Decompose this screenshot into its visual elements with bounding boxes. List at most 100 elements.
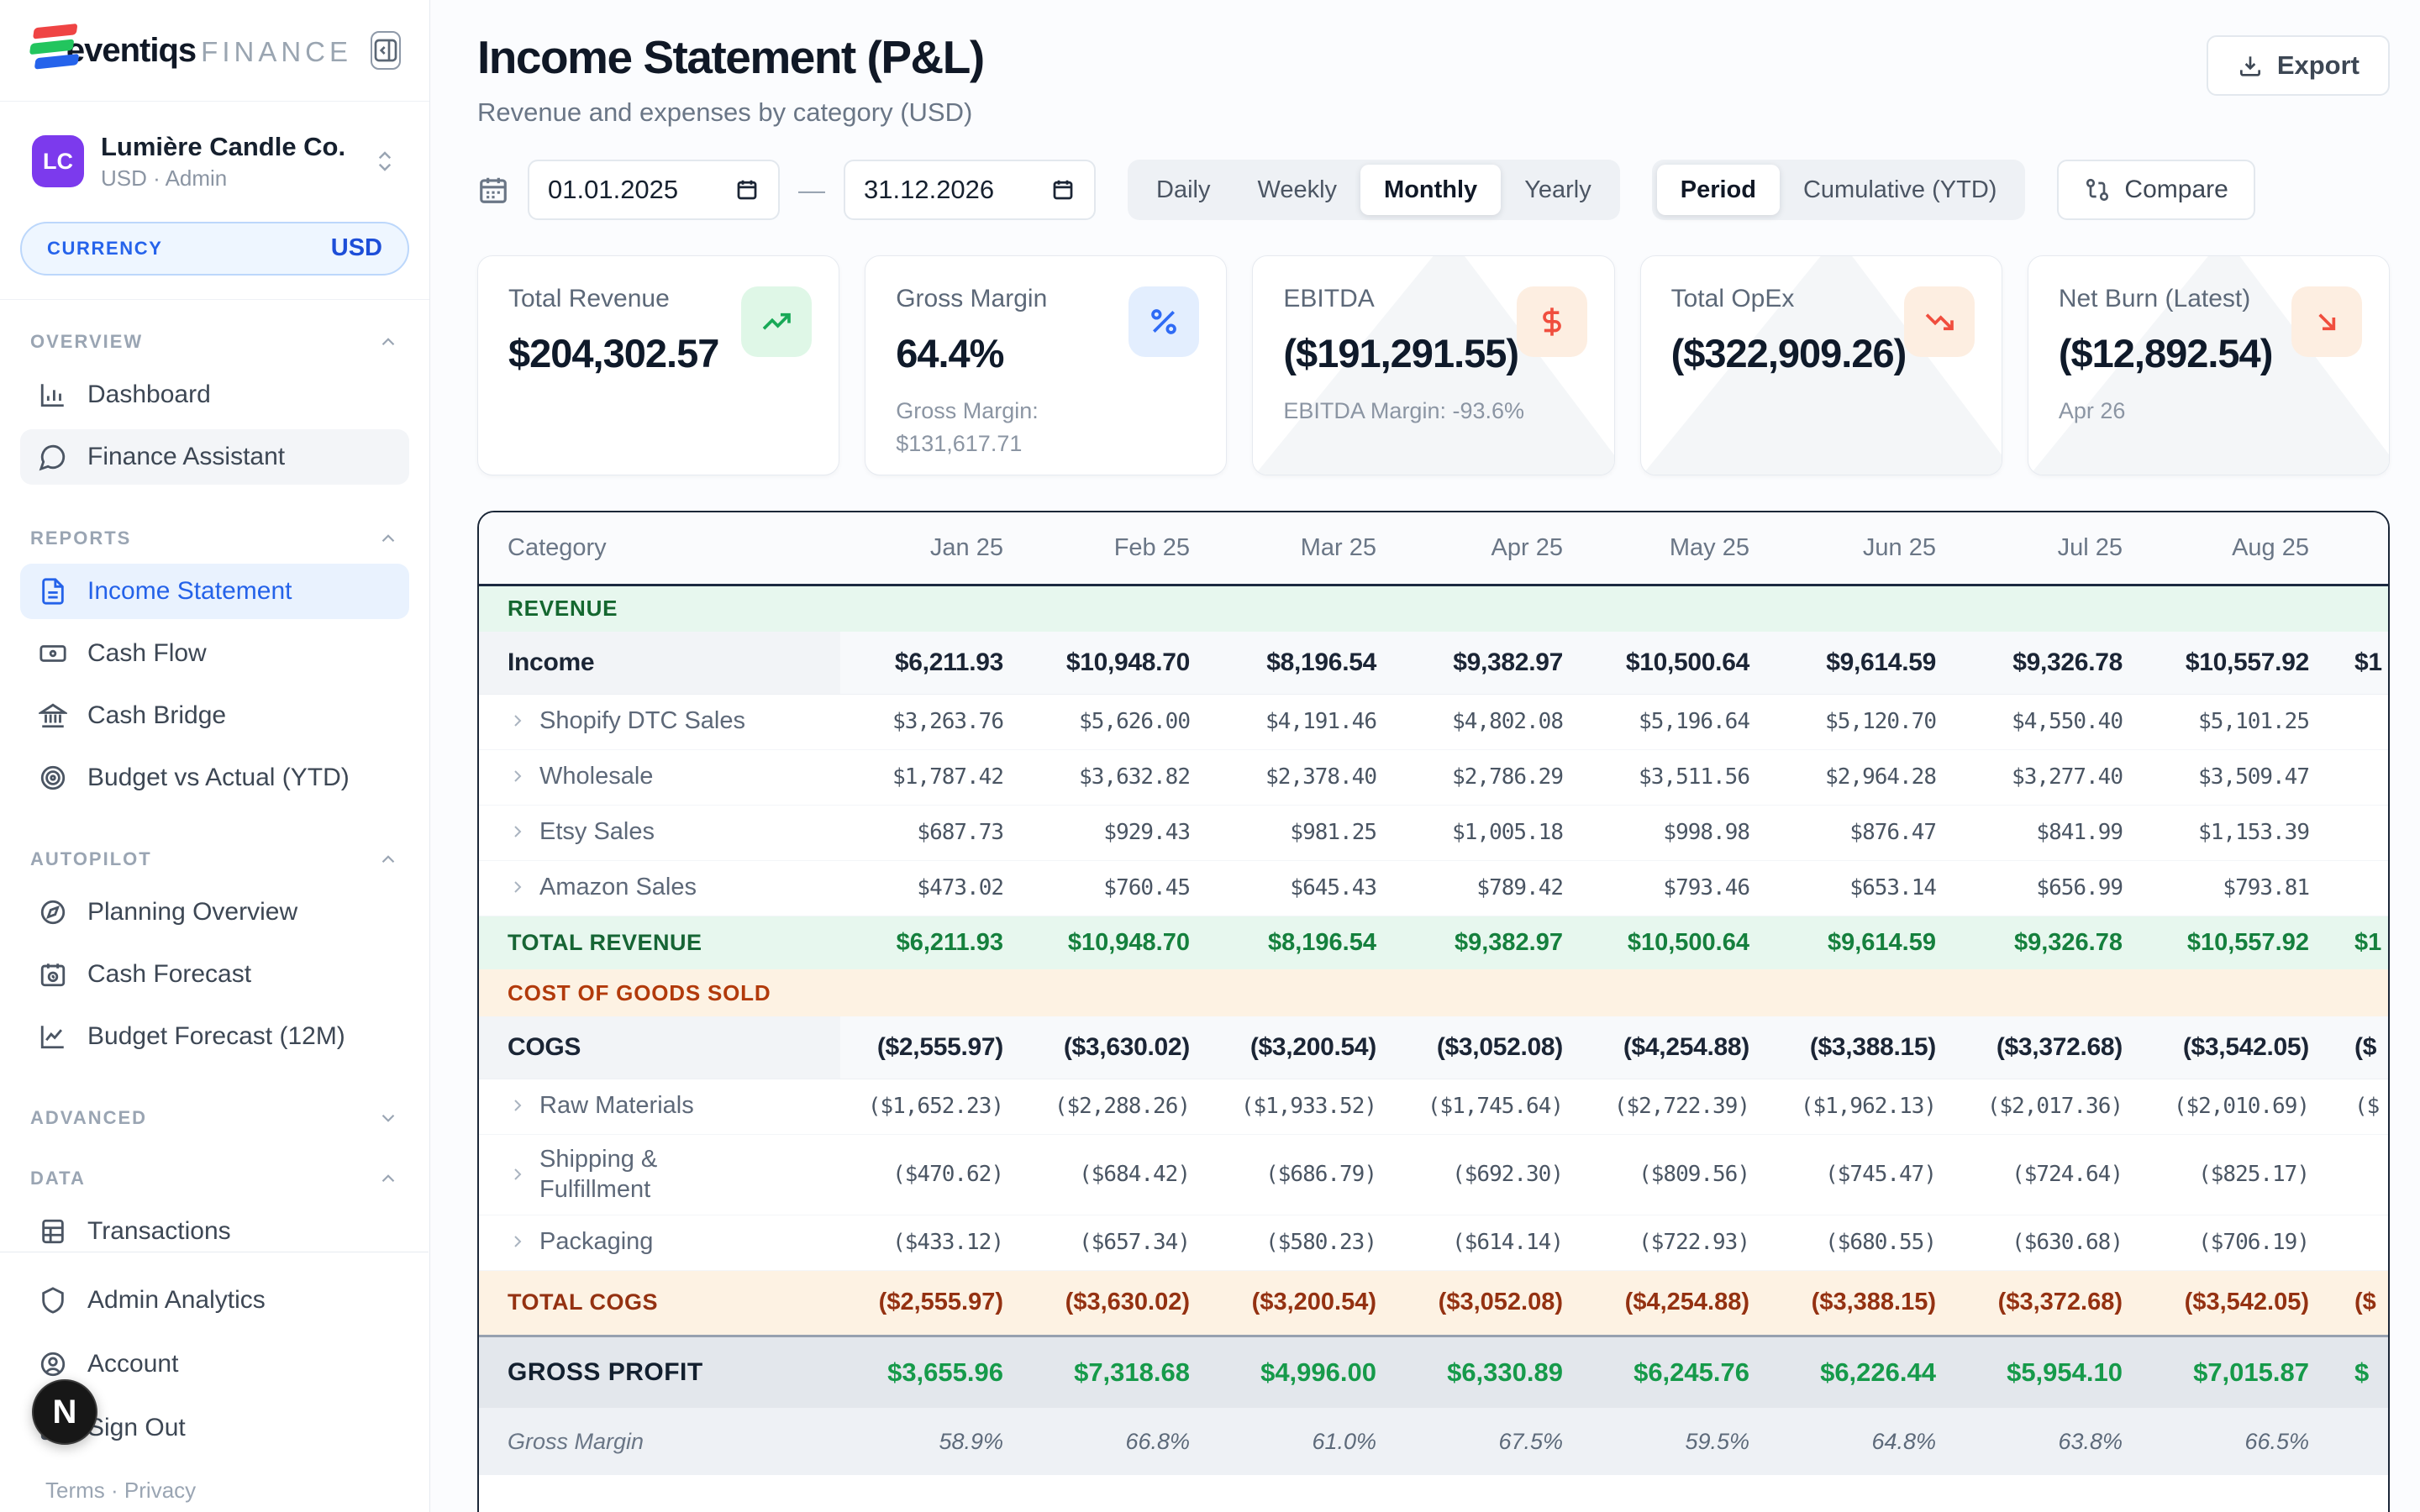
- table-row-shipping[interactable]: Shipping & Fulfillment ($470.62) ($684.4…: [479, 1134, 2388, 1215]
- sidebar-item-budget-vs-actual[interactable]: Budget vs Actual (YTD): [20, 750, 409, 806]
- cell: $9,326.78: [1960, 916, 2146, 969]
- section-data[interactable]: DATA: [20, 1158, 409, 1199]
- cell: $10,557.92: [2146, 916, 2333, 969]
- table-row-gross-profit: GROSS PROFIT $3,655.96 $7,318.68 $4,996.…: [479, 1334, 2388, 1408]
- cell-clipped: ($: [2333, 1016, 2388, 1079]
- granularity-yearly[interactable]: Yearly: [1524, 176, 1591, 203]
- sidebar-item-transactions[interactable]: Transactions: [20, 1204, 409, 1259]
- date-from-input[interactable]: 01.01.2025: [528, 160, 780, 220]
- cell: $645.43: [1213, 860, 1400, 916]
- sidebar-item-sign-out[interactable]: Sign Out: [20, 1400, 408, 1456]
- export-button[interactable]: Export: [2206, 35, 2390, 96]
- chevron-right-icon[interactable]: [508, 1231, 528, 1252]
- chevron-right-icon[interactable]: [508, 766, 528, 786]
- column-header: Mar 25: [1213, 512, 1400, 586]
- section-overview[interactable]: OVERVIEW: [20, 322, 409, 362]
- calendar-picker-icon: [1053, 180, 1073, 200]
- sidebar-item-cash-flow[interactable]: Cash Flow: [20, 626, 409, 681]
- cell-clipped: $: [2333, 1334, 2388, 1408]
- table-header-row: Category Jan 25 Feb 25 Mar 25 Apr 25 May…: [479, 512, 2388, 586]
- cell: $4,802.08: [1400, 694, 1586, 750]
- section-advanced[interactable]: ADVANCED: [20, 1098, 409, 1138]
- cell: ($4,254.88): [1586, 1270, 1773, 1336]
- date-to-input[interactable]: 31.12.2026: [844, 160, 1096, 220]
- sidebar-item-budget-forecast[interactable]: Budget Forecast (12M): [20, 1009, 409, 1064]
- sidebar-nav: OVERVIEW Dashboard Finance Assistant REP…: [0, 300, 429, 1259]
- chevron-right-icon[interactable]: [508, 877, 528, 897]
- chevron-down-icon: [381, 1114, 395, 1122]
- mode-cumulative[interactable]: Cumulative (YTD): [1802, 176, 1997, 203]
- sidebar-collapse-button[interactable]: [371, 31, 401, 70]
- sidebar-item-income-statement[interactable]: Income Statement: [20, 563, 409, 619]
- cell: $5,196.64: [1586, 694, 1773, 750]
- table-row-shopify[interactable]: Shopify DTC Sales $3,263.76 $5,626.00 $4…: [479, 694, 2388, 750]
- cell-label: Gross Margin: [479, 1408, 840, 1475]
- sidebar-item-finance-assistant[interactable]: Finance Assistant: [20, 428, 409, 485]
- page-title: Income Statement (P&L): [477, 31, 985, 83]
- chevron-right-icon[interactable]: [508, 822, 528, 842]
- table-row-amazon[interactable]: Amazon Sales $473.02 $760.45 $645.43 $78…: [479, 860, 2388, 916]
- table-row-income[interactable]: Income $6,211.93 $10,948.70 $8,196.54 $9…: [479, 632, 2388, 695]
- table-row-raw-materials[interactable]: Raw Materials ($1,652.23) ($2,288.26) ($…: [479, 1079, 2388, 1135]
- download-icon: [2239, 56, 2260, 76]
- cell-clipped: ($: [2333, 1270, 2388, 1336]
- git-compare-icon: [2086, 178, 2109, 202]
- column-header: Aug 25: [2146, 512, 2333, 586]
- section-reports[interactable]: REPORTS: [20, 518, 409, 559]
- cell: $8,196.54: [1213, 632, 1400, 695]
- filter-bar: 01.01.2025 — 31.12.2026 Daily Weekly Mon…: [477, 160, 2390, 220]
- sidebar-item-admin-analytics[interactable]: Admin Analytics: [20, 1273, 408, 1328]
- sidebar-item-cash-forecast[interactable]: Cash Forecast: [20, 947, 409, 1002]
- sidebar-item-dashboard[interactable]: Dashboard: [20, 367, 409, 423]
- cell: ($2,722.39): [1586, 1079, 1773, 1135]
- cell-label: Raw Materials: [479, 1079, 840, 1135]
- cell: $656.99: [1960, 860, 2146, 916]
- terms-link[interactable]: Terms: [45, 1478, 105, 1503]
- dev-badge[interactable]: N: [32, 1379, 97, 1445]
- granularity-daily[interactable]: Daily: [1156, 176, 1211, 203]
- cell: $9,382.97: [1400, 632, 1586, 695]
- table-row-packaging[interactable]: Packaging ($433.12) ($657.34) ($580.23) …: [479, 1215, 2388, 1271]
- table-row-etsy[interactable]: Etsy Sales $687.73 $929.43 $981.25 $1,00…: [479, 805, 2388, 861]
- chevron-right-icon[interactable]: [508, 1095, 528, 1116]
- brand-logo-icon: [26, 23, 80, 76]
- currency-selector[interactable]: CURRENCY USD: [20, 221, 409, 276]
- granularity-monthly[interactable]: Monthly: [1360, 165, 1502, 215]
- column-header: May 25: [1586, 512, 1773, 586]
- org-name: Lumière Candle Co.: [101, 132, 346, 161]
- granularity-weekly[interactable]: Weekly: [1257, 176, 1338, 203]
- cell: $3,655.96: [840, 1334, 1027, 1408]
- chevron-up-icon: [381, 337, 395, 345]
- cell: $5,120.70: [1773, 694, 1960, 750]
- section-autopilot[interactable]: AUTOPILOT: [20, 839, 409, 879]
- sidebar-item-planning-overview[interactable]: Planning Overview: [20, 885, 409, 940]
- cell: $6,211.93: [840, 916, 1027, 969]
- cell: $1,005.18: [1400, 805, 1586, 861]
- cell: $5,101.25: [2146, 694, 2333, 750]
- chevron-right-icon[interactable]: [508, 1164, 528, 1184]
- cell: $473.02: [840, 860, 1027, 916]
- cell: $2,378.40: [1213, 749, 1400, 806]
- sidebar-item-account[interactable]: Account: [20, 1336, 408, 1392]
- org-switcher[interactable]: LC Lumière Candle Co. USD · Admin: [20, 123, 409, 200]
- cell: $876.47: [1773, 805, 1960, 861]
- panel-collapse-icon: [374, 39, 397, 62]
- cell: $3,509.47: [2146, 749, 2333, 806]
- cell: ($2,010.69): [2146, 1079, 2333, 1135]
- cell: $793.46: [1586, 860, 1773, 916]
- table-row-total-revenue: TOTAL REVENUE $6,211.93 $10,948.70 $8,19…: [479, 916, 2388, 969]
- cell: $10,948.70: [1027, 632, 1213, 695]
- date-range-separator: —: [798, 174, 825, 205]
- cell: $3,263.76: [840, 694, 1027, 750]
- cell-clipped: ($: [2333, 1079, 2388, 1135]
- cell-label: Shopify DTC Sales: [479, 694, 840, 750]
- cell: $9,382.97: [1400, 916, 1586, 969]
- sidebar-item-cash-bridge[interactable]: Cash Bridge: [20, 688, 409, 743]
- privacy-link[interactable]: Privacy: [124, 1478, 197, 1503]
- table-row-cogs[interactable]: COGS ($2,555.97) ($3,630.02) ($3,200.54)…: [479, 1016, 2388, 1079]
- mode-period[interactable]: Period: [1656, 165, 1780, 215]
- compare-button[interactable]: Compare: [2057, 160, 2255, 220]
- cell: $6,211.93: [840, 632, 1027, 695]
- table-row-wholesale[interactable]: Wholesale $1,787.42 $3,632.82 $2,378.40 …: [479, 749, 2388, 806]
- chevron-right-icon[interactable]: [508, 711, 528, 731]
